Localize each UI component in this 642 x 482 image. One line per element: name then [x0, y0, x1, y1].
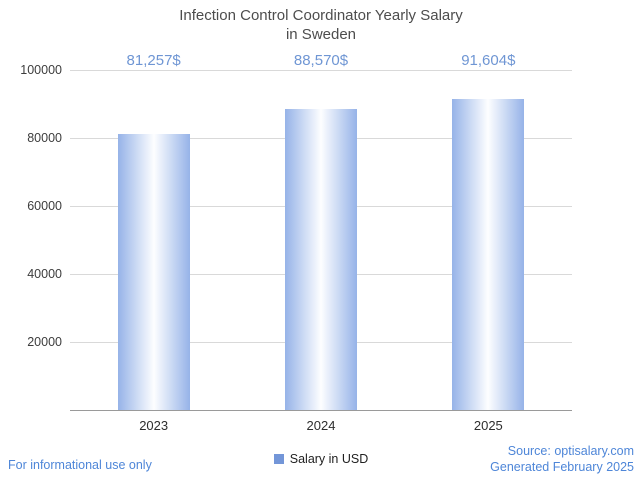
disclaimer-text: For informational use only: [8, 458, 152, 472]
legend-swatch-icon: [273, 454, 284, 464]
x-axis-line: [70, 410, 572, 411]
legend-label: Salary in USD: [289, 452, 369, 466]
bar-2024[interactable]: [285, 108, 357, 410]
y-tick-label: 20000: [27, 335, 62, 349]
bar-value-label: 81,257$: [126, 52, 181, 69]
legend: Salary in USD: [0, 452, 642, 466]
x-tick-label: 2025: [473, 418, 503, 433]
bar-2025[interactable]: [452, 98, 525, 410]
x-tick-label: 2023: [139, 418, 169, 433]
chart-title: Infection Control Coordinator Yearly Sal…: [179, 7, 463, 43]
source-link[interactable]: Source: optisalary.com: [507, 444, 634, 458]
source-attribution: Source: optisalary.com Generated Februar…: [490, 443, 634, 475]
bar-value-label: 88,570$: [293, 52, 349, 69]
x-tick-label: 2024: [306, 418, 336, 433]
bar-2023[interactable]: [117, 133, 190, 410]
y-tick-label: 100000: [20, 63, 62, 77]
generated-date: Generated February 2025: [490, 460, 634, 474]
bar-value-label: 91,604$: [461, 52, 516, 69]
y-tick-label: 60000: [27, 199, 62, 213]
y-tick-label: 80000: [27, 131, 62, 145]
gridline: [70, 70, 572, 71]
y-tick-label: 40000: [27, 267, 62, 281]
